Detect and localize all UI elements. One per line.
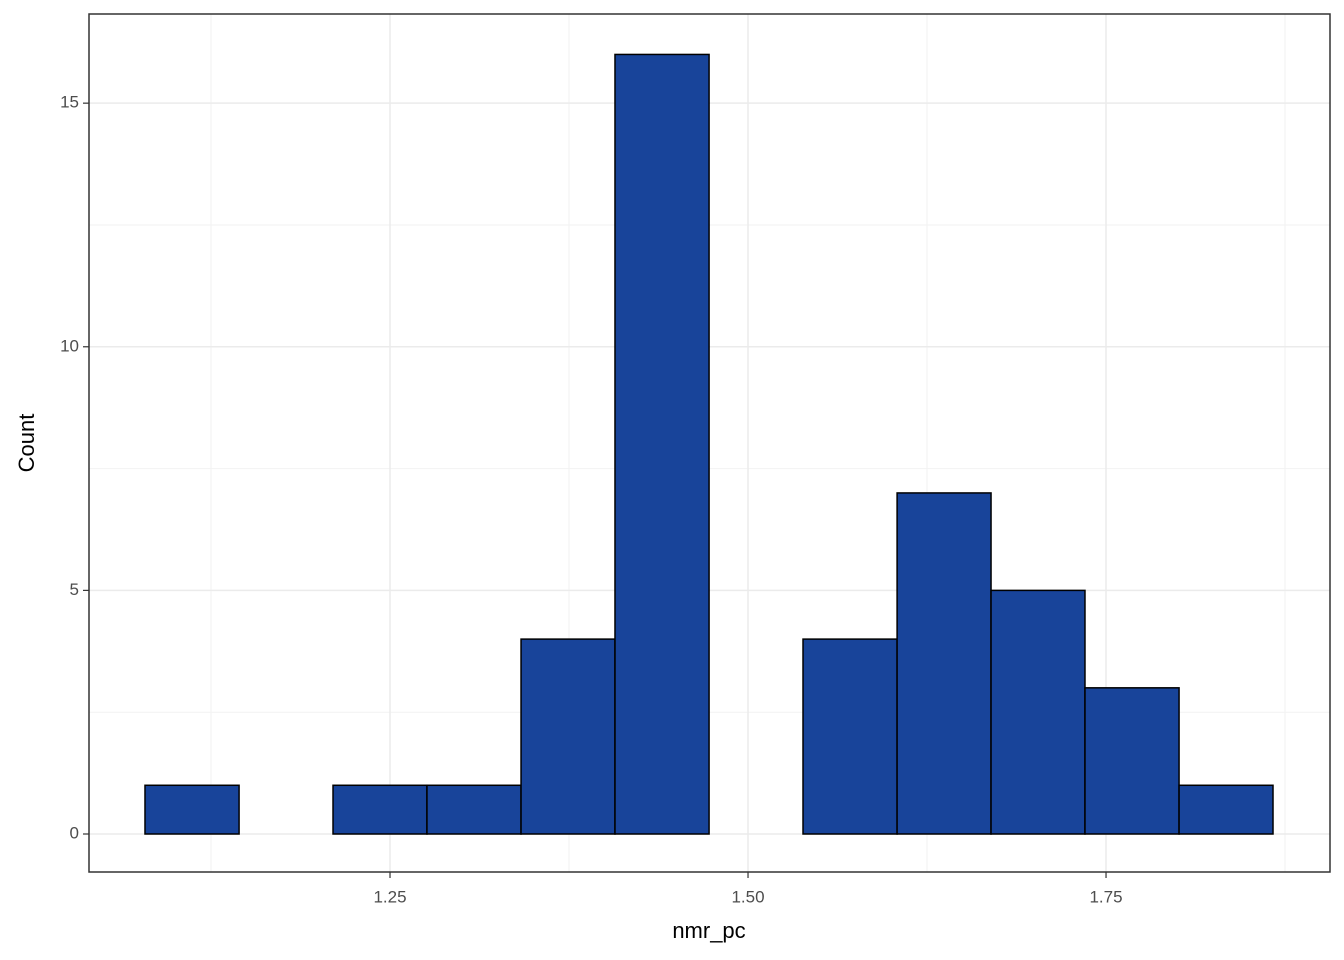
bar [896,492,992,835]
bar [614,53,710,835]
y-tick-label: 15 [60,93,79,112]
y-tick-label: 5 [70,580,79,599]
x-axis-title: nmr_pc [672,918,745,943]
bar [802,638,898,835]
bar [520,638,616,835]
x-tick-label: 1.50 [731,887,764,906]
x-tick-label: 1.25 [373,887,406,906]
y-axis-title: Count [14,414,39,473]
y-tick-label: 10 [60,336,79,355]
x-tick-label: 1.75 [1089,887,1122,906]
bar [1178,784,1274,835]
panel-border [88,13,1331,873]
bar [144,784,240,835]
bar [1084,687,1180,835]
bar [332,784,428,835]
bar [426,784,522,835]
y-tick-label: 0 [70,823,79,842]
bar [990,589,1086,835]
